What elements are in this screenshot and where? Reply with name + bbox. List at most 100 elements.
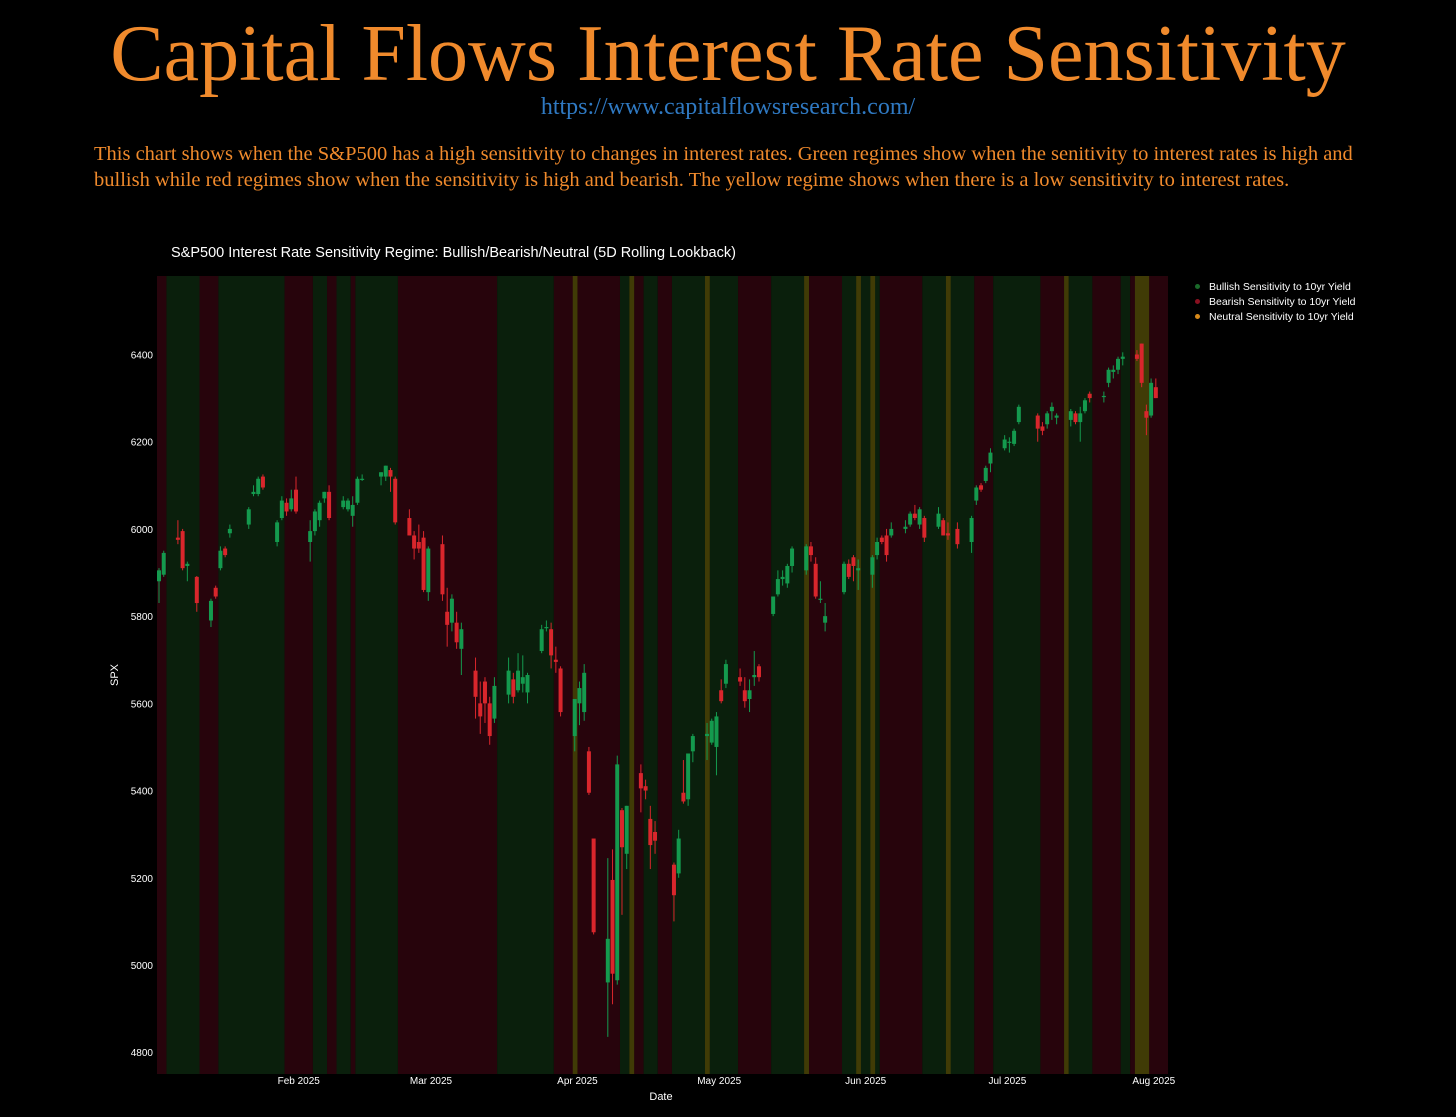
candle-body bbox=[676, 838, 681, 874]
chart-description: This chart shows when the S&P500 has a h… bbox=[94, 143, 1353, 191]
candle-body bbox=[983, 467, 988, 481]
candle-body bbox=[284, 502, 289, 512]
candle-body bbox=[511, 679, 516, 697]
candle-body bbox=[870, 557, 875, 575]
candle-body bbox=[610, 879, 615, 974]
candle-body bbox=[1144, 411, 1149, 418]
candle-body bbox=[1153, 387, 1158, 399]
candle bbox=[1040, 422, 1045, 436]
candle bbox=[705, 722, 710, 761]
candle-body bbox=[1073, 413, 1078, 423]
regime-band-bullish bbox=[336, 276, 351, 1074]
candle bbox=[723, 659, 728, 689]
candle-body bbox=[577, 688, 582, 704]
candle-body bbox=[856, 568, 861, 571]
legend-item-bearish[interactable]: Bearish Sensitivity to 10yr Yield bbox=[1195, 294, 1356, 309]
regime-band-bearish bbox=[1092, 276, 1121, 1074]
candle-body bbox=[1116, 358, 1121, 370]
candle-body bbox=[615, 764, 620, 981]
candle bbox=[487, 696, 492, 745]
candle-body bbox=[157, 570, 161, 582]
candle bbox=[327, 485, 332, 521]
candle-body bbox=[350, 504, 355, 516]
candle-body bbox=[1134, 354, 1139, 359]
candle bbox=[846, 559, 851, 580]
candle-body bbox=[846, 563, 851, 577]
candle-body bbox=[884, 535, 889, 556]
x-tick-label: Feb 2025 bbox=[278, 1076, 321, 1087]
candle bbox=[988, 448, 993, 473]
candle bbox=[823, 603, 828, 632]
candle bbox=[317, 500, 322, 527]
x-tick-label: May 2025 bbox=[697, 1076, 741, 1087]
regime-band-neutral bbox=[804, 276, 809, 1074]
y-axis: 4800 5000 5200 5400 5600 5800 6000 6200 6400 bbox=[131, 350, 154, 1059]
candle bbox=[449, 594, 454, 632]
candle-body bbox=[586, 751, 591, 793]
candle bbox=[979, 483, 984, 492]
y-tick-label: 6400 bbox=[131, 350, 154, 361]
candle bbox=[1016, 404, 1021, 425]
website-link[interactable]: https://www.capitalflowsresearch.com/ bbox=[540, 94, 916, 120]
candle-body bbox=[246, 509, 251, 525]
candle bbox=[1111, 365, 1116, 379]
regime-band-neutral bbox=[1064, 276, 1069, 1074]
candle-body bbox=[383, 465, 388, 477]
legend-item-neutral[interactable]: Neutral Sensitivity to 10yr Yield bbox=[1195, 309, 1356, 324]
candle bbox=[407, 509, 412, 536]
candle-body bbox=[506, 670, 511, 695]
candle bbox=[941, 518, 946, 536]
candle bbox=[1149, 378, 1154, 418]
candle bbox=[714, 712, 719, 776]
candle-body bbox=[520, 677, 525, 684]
x-tick-label: Jun 2025 bbox=[845, 1076, 887, 1087]
regime-band-bearish bbox=[974, 276, 994, 1074]
candle-body bbox=[487, 703, 492, 737]
candle-body bbox=[478, 703, 483, 717]
candle bbox=[709, 718, 714, 745]
candle bbox=[492, 677, 497, 723]
candle-body bbox=[388, 470, 393, 477]
candle-body bbox=[738, 677, 743, 682]
candle-body bbox=[1045, 413, 1050, 425]
candle bbox=[889, 522, 894, 538]
regime-band-bullish bbox=[355, 276, 398, 1074]
regime-band-bearish bbox=[879, 276, 923, 1074]
candle bbox=[393, 476, 398, 525]
candle bbox=[808, 542, 813, 562]
candle bbox=[974, 485, 979, 505]
regime-band-bearish bbox=[553, 276, 620, 1074]
candle bbox=[520, 655, 525, 693]
candle-body bbox=[312, 511, 317, 532]
candle bbox=[752, 651, 757, 686]
candle bbox=[539, 624, 544, 654]
candle-body bbox=[445, 611, 450, 625]
candle-body bbox=[308, 531, 313, 542]
candle bbox=[771, 596, 776, 617]
candle-body bbox=[969, 518, 974, 542]
candle-body bbox=[723, 664, 728, 684]
candle-body bbox=[317, 502, 322, 521]
candle bbox=[605, 858, 610, 1037]
candle-body bbox=[544, 627, 549, 629]
candle bbox=[459, 622, 464, 675]
candle bbox=[775, 570, 780, 597]
y-tick-label: 5200 bbox=[131, 874, 154, 885]
legend-item-bullish[interactable]: Bullish Sensitivity to 10yr Yield bbox=[1195, 279, 1356, 294]
candle bbox=[1134, 350, 1139, 362]
regime-bands bbox=[157, 276, 1168, 1074]
candle bbox=[790, 546, 795, 573]
candle-body bbox=[979, 485, 984, 490]
legend-dot-icon bbox=[1195, 284, 1200, 289]
candle bbox=[1007, 437, 1012, 453]
candle bbox=[884, 528, 889, 562]
candle bbox=[875, 537, 880, 560]
candle-body bbox=[327, 491, 332, 519]
candle-body bbox=[482, 681, 487, 704]
regime-band-bullish bbox=[166, 276, 200, 1074]
regime-band-bullish bbox=[619, 276, 630, 1074]
candle-body bbox=[1012, 430, 1017, 444]
candle-body bbox=[393, 478, 398, 523]
candle bbox=[454, 611, 459, 649]
candle-body bbox=[553, 659, 558, 662]
